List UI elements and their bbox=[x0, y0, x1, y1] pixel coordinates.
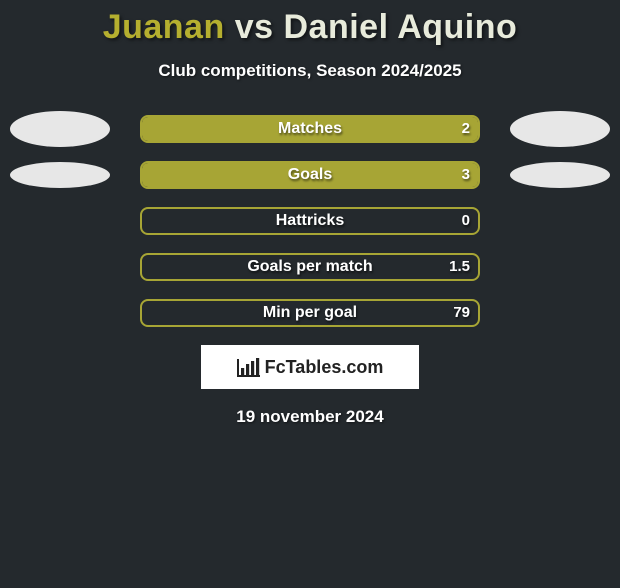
stat-bar-track bbox=[140, 253, 480, 281]
subtitle: Club competitions, Season 2024/2025 bbox=[0, 61, 620, 81]
stat-rows: Matches2 Goals3 Hattricks0 Goals per match1… bbox=[0, 115, 620, 327]
stat-bar-fill bbox=[142, 117, 478, 141]
footer-date: 19 november 2024 bbox=[0, 407, 620, 427]
stat-row: Hattricks0 bbox=[0, 207, 620, 235]
player2-avatar bbox=[510, 111, 610, 147]
stat-bar-track bbox=[140, 299, 480, 327]
stat-bar-track bbox=[140, 207, 480, 235]
source-logo-text: FcTables.com bbox=[265, 357, 384, 378]
player2-name: Daniel Aquino bbox=[283, 8, 517, 46]
title-vs: vs bbox=[235, 8, 274, 46]
stat-row: Min per goal79 bbox=[0, 299, 620, 327]
stat-row: Goals3 bbox=[0, 161, 620, 189]
player2-avatar bbox=[510, 162, 610, 188]
stat-row: Goals per match1.5 bbox=[0, 253, 620, 281]
stat-bar-fill bbox=[142, 163, 478, 187]
source-logo: FcTables.com bbox=[201, 345, 419, 389]
player1-name: Juanan bbox=[103, 8, 225, 46]
stat-row: Matches2 bbox=[0, 115, 620, 143]
player1-avatar bbox=[10, 111, 110, 147]
stat-bar-track bbox=[140, 161, 480, 189]
stat-bar-track bbox=[140, 115, 480, 143]
comparison-title: Juanan vs Daniel Aquino bbox=[0, 8, 620, 47]
bar-chart-icon bbox=[237, 357, 261, 377]
player1-avatar bbox=[10, 162, 110, 188]
